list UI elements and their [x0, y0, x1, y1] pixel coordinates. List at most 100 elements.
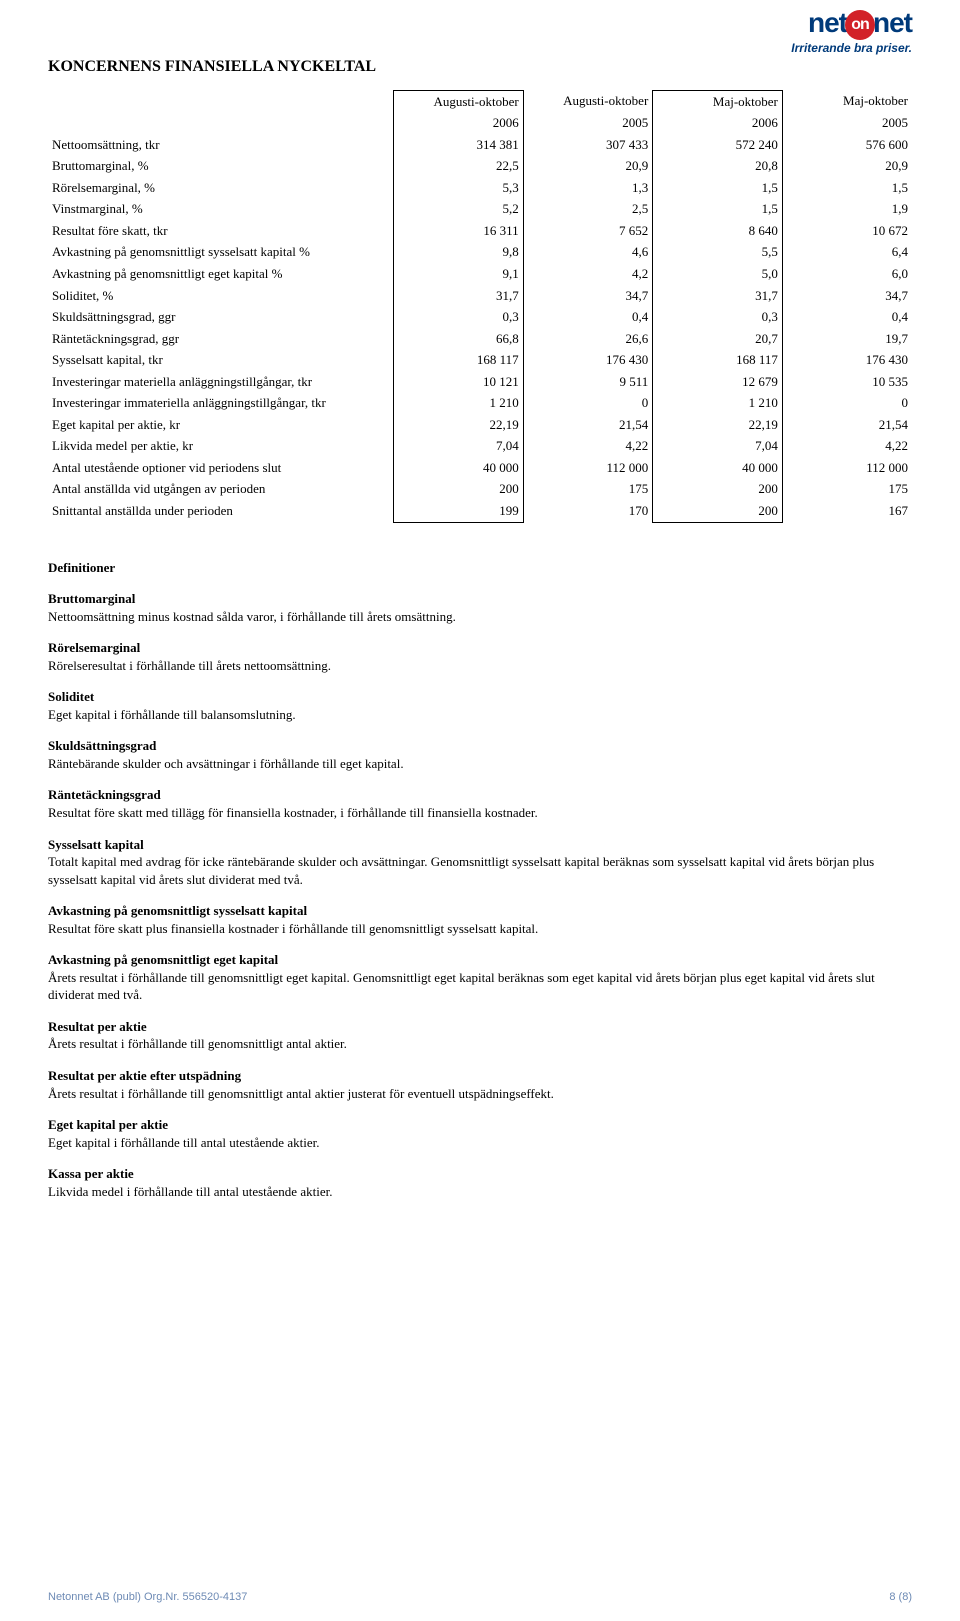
footer-left: Netonnet AB (publ) Org.Nr. 556520-4137	[48, 1590, 247, 1605]
table-cell: 12 679	[653, 371, 783, 393]
table-cell: 176 430	[523, 349, 653, 371]
definition-term: Kassa per aktie	[48, 1165, 912, 1183]
table-cell: 1,9	[782, 198, 912, 220]
definition-term: Avkastning på genomsnittligt sysselsatt …	[48, 902, 912, 920]
table-cell: 2,5	[523, 198, 653, 220]
definition-body: Årets resultat i förhållande till genoms…	[48, 1085, 912, 1103]
table-header-period: Maj-oktober	[653, 90, 783, 112]
table-cell: 9 511	[523, 371, 653, 393]
definition-body: Nettoomsättning minus kostnad sålda varo…	[48, 608, 912, 626]
definitions-heading: Definitioner	[48, 559, 912, 577]
table-header-period: Augusti-oktober	[523, 90, 653, 112]
table-cell: 5,0	[653, 263, 783, 285]
financial-table: Augusti-oktoberAugusti-oktoberMaj-oktobe…	[48, 90, 912, 523]
definition-term: Sysselsatt kapital	[48, 836, 912, 854]
table-cell: 112 000	[782, 457, 912, 479]
table-header-year: 2005	[782, 112, 912, 134]
table-cell: 7 652	[523, 220, 653, 242]
table-cell: 200	[653, 478, 783, 500]
table-cell: 5,2	[394, 198, 524, 220]
table-row-label: Rörelsemarginal, %	[48, 177, 394, 199]
definition-term: Avkastning på genomsnittligt eget kapita…	[48, 951, 912, 969]
table-cell: 22,19	[653, 414, 783, 436]
definition-body: Rörelseresultat i förhållande till årets…	[48, 657, 912, 675]
table-cell: 0,3	[653, 306, 783, 328]
definition-body: Eget kapital i förhållande till balansom…	[48, 706, 912, 724]
table-cell: 1,3	[523, 177, 653, 199]
table-cell: 1,5	[653, 177, 783, 199]
table-cell: 1 210	[394, 392, 524, 414]
table-cell: 21,54	[782, 414, 912, 436]
table-row-label: Avkastning på genomsnittligt sysselsatt …	[48, 241, 394, 263]
logo-tagline: Irriterande bra priser.	[791, 40, 912, 56]
table-header-year: 2006	[394, 112, 524, 134]
table-cell: 5,3	[394, 177, 524, 199]
table-cell: 8 640	[653, 220, 783, 242]
table-row-label: Vinstmarginal, %	[48, 198, 394, 220]
table-cell: 572 240	[653, 134, 783, 156]
table-row-label: Eget kapital per aktie, kr	[48, 414, 394, 436]
table-cell: 7,04	[394, 435, 524, 457]
table-cell: 4,22	[523, 435, 653, 457]
table-header-spacer	[48, 112, 394, 134]
table-cell: 26,6	[523, 328, 653, 350]
table-cell: 34,7	[523, 285, 653, 307]
table-cell: 0	[523, 392, 653, 414]
logo-text-2: net	[873, 7, 912, 38]
table-header-year: 2005	[523, 112, 653, 134]
table-cell: 20,9	[782, 155, 912, 177]
table-cell: 7,04	[653, 435, 783, 457]
table-cell: 20,9	[523, 155, 653, 177]
table-cell: 9,8	[394, 241, 524, 263]
definition-term: Resultat per aktie efter utspädning	[48, 1067, 912, 1085]
table-cell: 22,19	[394, 414, 524, 436]
table-row-label: Likvida medel per aktie, kr	[48, 435, 394, 457]
definition-body: Årets resultat i förhållande till genoms…	[48, 1035, 912, 1053]
definition-term: Bruttomarginal	[48, 590, 912, 608]
table-cell: 167	[782, 500, 912, 522]
definition-term: Resultat per aktie	[48, 1018, 912, 1036]
table-cell: 0,4	[782, 306, 912, 328]
table-cell: 6,4	[782, 241, 912, 263]
definition-body: Eget kapital i förhållande till antal ut…	[48, 1134, 912, 1152]
table-cell: 20,7	[653, 328, 783, 350]
definition-term: Rörelsemarginal	[48, 639, 912, 657]
table-cell: 6,0	[782, 263, 912, 285]
page: netonnet Irriterande bra priser. KONCERN…	[0, 0, 960, 1621]
definition-term: Soliditet	[48, 688, 912, 706]
table-cell: 20,8	[653, 155, 783, 177]
logo-badge: on	[845, 10, 875, 40]
table-cell: 22,5	[394, 155, 524, 177]
definition-term: Räntetäckningsgrad	[48, 786, 912, 804]
table-cell: 168 117	[653, 349, 783, 371]
page-title: KONCERNENS FINANSIELLA NYCKELTAL	[48, 56, 912, 78]
logo-text-1: net	[808, 7, 847, 38]
table-row-label: Resultat före skatt, tkr	[48, 220, 394, 242]
table-row-label: Antal utestående optioner vid periodens …	[48, 457, 394, 479]
table-cell: 31,7	[394, 285, 524, 307]
table-cell: 175	[782, 478, 912, 500]
table-cell: 0,4	[523, 306, 653, 328]
table-row-label: Investeringar immateriella anläggningsti…	[48, 392, 394, 414]
table-header-spacer	[48, 90, 394, 112]
definition-body: Resultat före skatt plus finansiella kos…	[48, 920, 912, 938]
table-row-label: Bruttomarginal, %	[48, 155, 394, 177]
table-row-label: Avkastning på genomsnittligt eget kapita…	[48, 263, 394, 285]
table-cell: 10 535	[782, 371, 912, 393]
table-row-label: Soliditet, %	[48, 285, 394, 307]
table-cell: 4,2	[523, 263, 653, 285]
definition-body: Räntebärande skulder och avsättningar i …	[48, 755, 912, 773]
table-row-label: Nettoomsättning, tkr	[48, 134, 394, 156]
table-row-label: Räntetäckningsgrad, ggr	[48, 328, 394, 350]
table-cell: 21,54	[523, 414, 653, 436]
table-cell: 200	[394, 478, 524, 500]
definition-term: Eget kapital per aktie	[48, 1116, 912, 1134]
table-cell: 4,22	[782, 435, 912, 457]
table-cell: 170	[523, 500, 653, 522]
table-cell: 1,5	[782, 177, 912, 199]
table-cell: 576 600	[782, 134, 912, 156]
definition-body: Resultat före skatt med tillägg för fina…	[48, 804, 912, 822]
table-row-label: Antal anställda vid utgången av perioden	[48, 478, 394, 500]
table-cell: 175	[523, 478, 653, 500]
logo-wordmark: netonnet	[791, 4, 912, 42]
